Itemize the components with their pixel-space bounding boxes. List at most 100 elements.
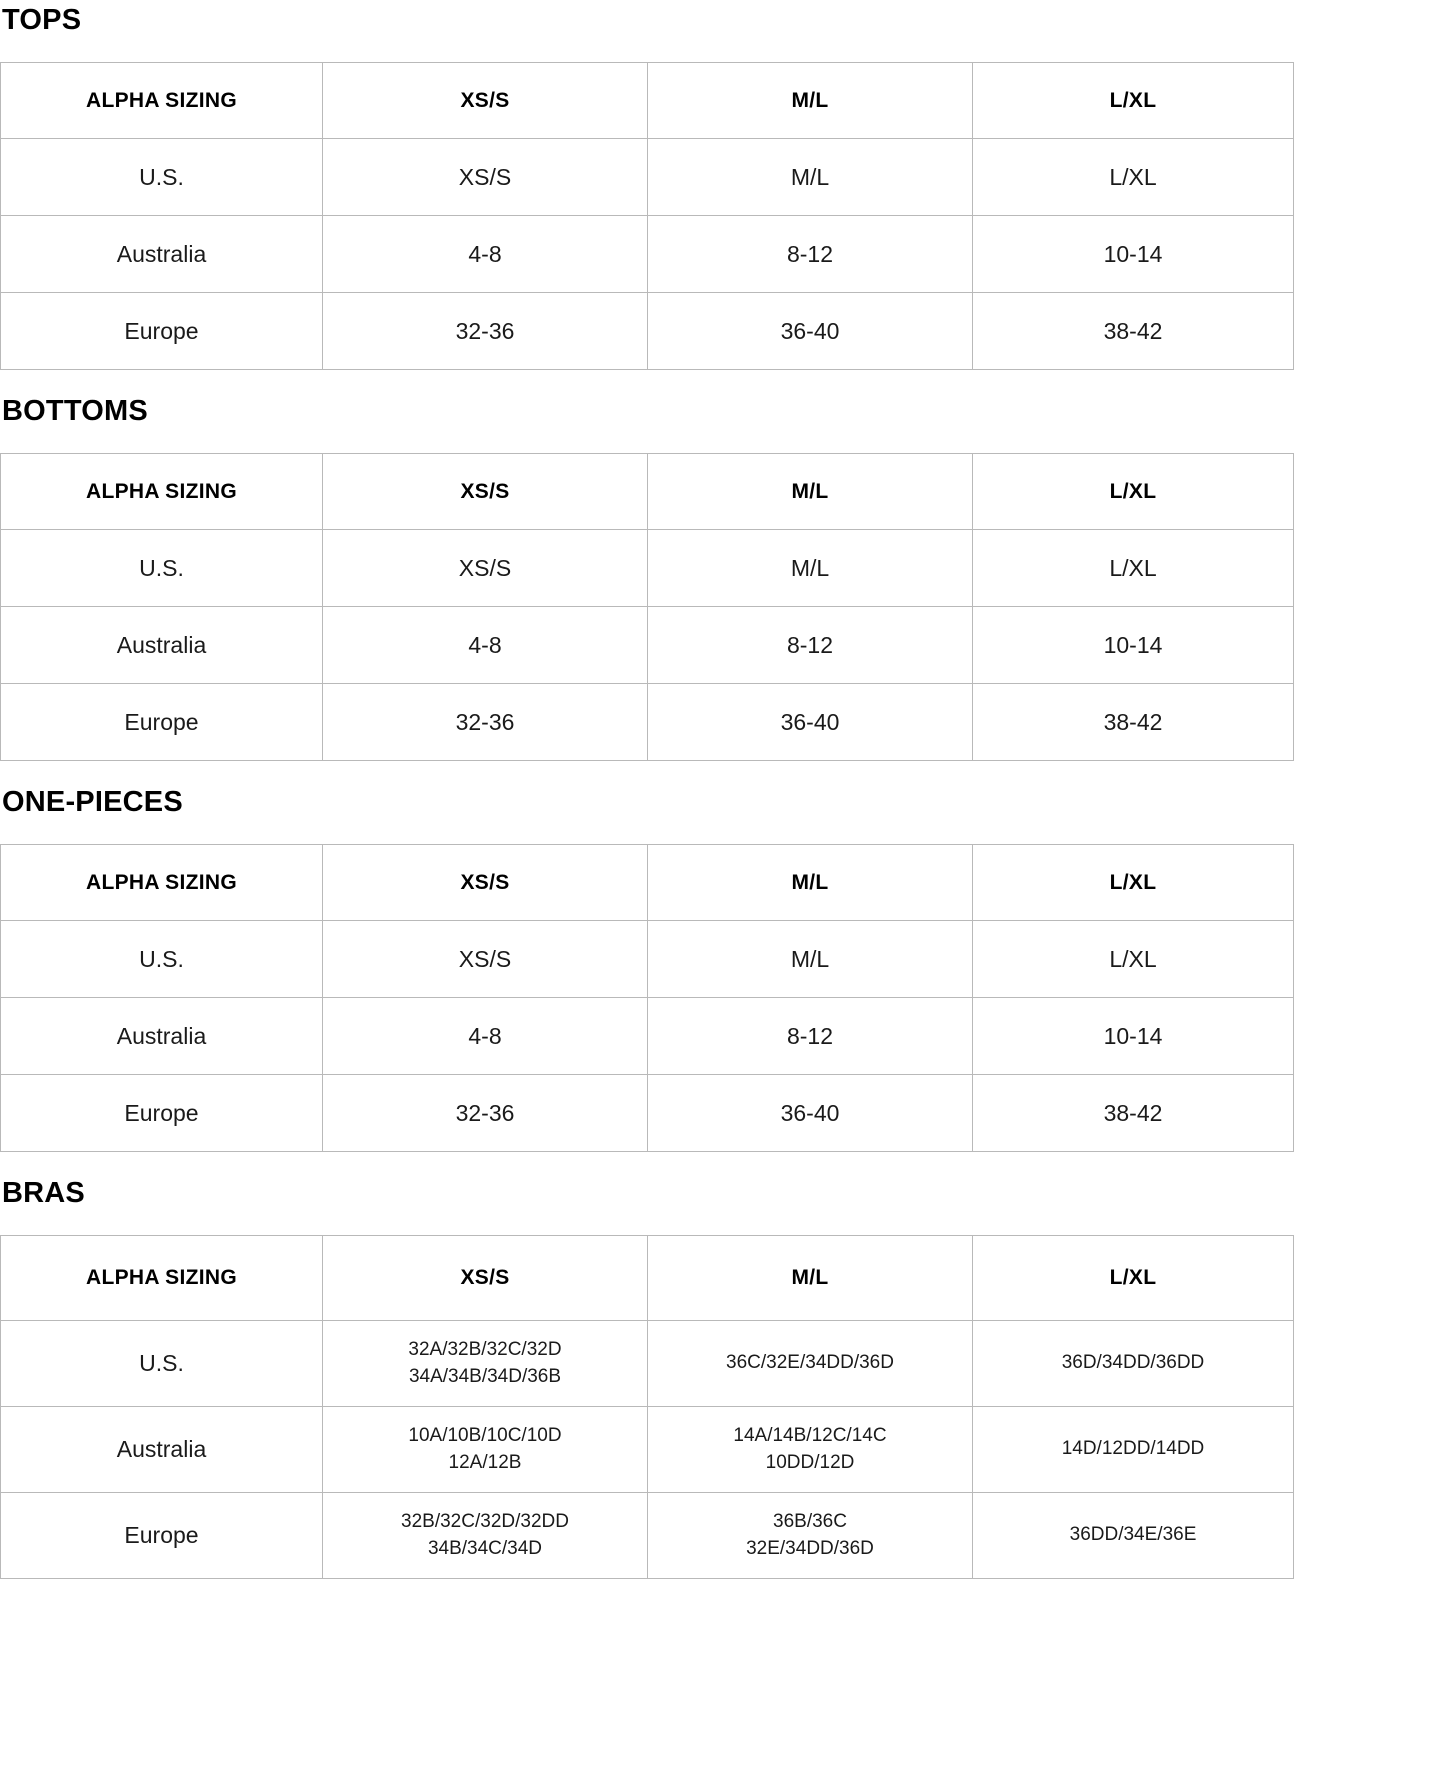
cell-value: 36D/34DD/36DD	[972, 1320, 1294, 1407]
cell-value: 38-42	[972, 1074, 1294, 1152]
cell-line: 10-14	[1103, 631, 1163, 658]
cell-line: 38-42	[1103, 1099, 1163, 1126]
row-label-2: Europe	[0, 1492, 323, 1579]
table-row: Australia 4-8 8-12 10-14	[0, 215, 1294, 293]
row-label-0: U.S.	[0, 1320, 323, 1407]
column-header-1: XS/S	[322, 453, 648, 530]
table-header-row: ALPHA SIZING XS/S M/L L/XL	[0, 453, 1294, 530]
cell-line: 36-40	[780, 1099, 840, 1126]
table-row: U.S. 32A/32B/32C/32D 34A/34B/34D/36B 36C/32…	[0, 1320, 1294, 1407]
section-title-bottoms: BOTTOMS	[2, 395, 148, 427]
cell-line: 36C/32E/34DD/36D	[726, 1352, 894, 1374]
cell-line: 14D/12DD/14DD	[1061, 1438, 1205, 1460]
cell-line: 14A/14B/12C/14C	[733, 1424, 887, 1446]
size-section-bottoms: BOTTOMS ALPHA SIZING XS/S M/L L/XL U.S. XS/S M/…	[0, 370, 1456, 761]
table-row: Europe 32B/32C/32D/32DD 34B/34C/34D 36B/36C…	[0, 1492, 1294, 1579]
size-section-bras: BRAS ALPHA SIZING XS/S M/L L/XL U.S. 32A/32B/3…	[0, 1152, 1456, 1579]
cell-value: 8-12	[647, 997, 973, 1075]
cell-value: 10-14	[972, 997, 1294, 1075]
cell-value: 36B/36C 32E/34DD/36D	[647, 1492, 973, 1579]
cell-line: 36D/34DD/36DD	[1061, 1352, 1205, 1374]
cell-line: 36-40	[780, 708, 840, 735]
cell-line: L/XL	[1109, 554, 1157, 581]
cell-line: 4-8	[468, 240, 502, 267]
section-title-bras: BRAS	[2, 1177, 85, 1209]
cell-value: XS/S	[322, 138, 648, 216]
column-header-2: M/L	[647, 453, 973, 530]
cell-value: 10-14	[972, 215, 1294, 293]
cell-line: 4-8	[468, 1022, 502, 1049]
row-label-2: Europe	[0, 683, 323, 761]
size-table-one-pieces: ALPHA SIZING XS/S M/L L/XL U.S. XS/S M/L L/XL Au…	[0, 844, 1294, 1152]
size-guide-sections: TOPS ALPHA SIZING XS/S M/L L/XL U.S. XS/S M/L L/…	[0, 6, 1456, 1579]
cell-value: 38-42	[972, 683, 1294, 761]
cell-line: 32E/34DD/36D	[746, 1537, 874, 1559]
cell-value: 8-12	[647, 215, 973, 293]
row-label-1: Australia	[0, 1406, 323, 1493]
cell-line: 8-12	[786, 1022, 834, 1049]
cell-line: 10-14	[1103, 240, 1163, 267]
cell-value: XS/S	[322, 529, 648, 607]
cell-line: M/L	[790, 554, 830, 581]
cell-value: 36DD/34E/36E	[972, 1492, 1294, 1579]
row-label-0: U.S.	[0, 529, 323, 607]
cell-line: 34A/34B/34D/36B	[408, 1365, 562, 1387]
row-label-1: Australia	[0, 606, 323, 684]
cell-value: 14A/14B/12C/14C 10DD/12D	[647, 1406, 973, 1493]
cell-line: 32-36	[455, 317, 515, 344]
cell-value: L/XL	[972, 920, 1294, 998]
column-header-1: XS/S	[322, 844, 648, 921]
cell-value: 32-36	[322, 292, 648, 370]
table-row: Australia 10A/10B/10C/10D 12A/12B 14A/14B/1…	[0, 1406, 1294, 1493]
column-header-3: L/XL	[972, 62, 1294, 139]
cell-line: 36B/36C	[773, 1510, 847, 1532]
cell-value: L/XL	[972, 529, 1294, 607]
cell-value: M/L	[647, 138, 973, 216]
column-header-2: M/L	[647, 844, 973, 921]
cell-value: 36-40	[647, 1074, 973, 1152]
cell-line: 4-8	[468, 631, 502, 658]
cell-line: 32A/32B/32C/32D	[408, 1338, 562, 1360]
section-title-one-pieces: ONE-PIECES	[2, 786, 183, 818]
cell-value: L/XL	[972, 138, 1294, 216]
column-header-2: M/L	[647, 62, 973, 139]
row-label-0: U.S.	[0, 138, 323, 216]
cell-line: 38-42	[1103, 317, 1163, 344]
row-label-2: Europe	[0, 1074, 323, 1152]
cell-line: 36-40	[780, 317, 840, 344]
column-header-0: ALPHA SIZING	[0, 62, 323, 139]
cell-line: M/L	[790, 945, 830, 972]
cell-line: 32B/32C/32D/32DD	[401, 1510, 569, 1532]
cell-line: 12A/12B	[448, 1451, 522, 1473]
column-header-0: ALPHA SIZING	[0, 453, 323, 530]
cell-line: 8-12	[786, 631, 834, 658]
cell-value: 32-36	[322, 683, 648, 761]
cell-value: 32A/32B/32C/32D 34A/34B/34D/36B	[322, 1320, 648, 1407]
cell-value: XS/S	[322, 920, 648, 998]
cell-value: M/L	[647, 529, 973, 607]
cell-line: 32-36	[455, 708, 515, 735]
cell-value: 10A/10B/10C/10D 12A/12B	[322, 1406, 648, 1493]
cell-line: L/XL	[1109, 945, 1157, 972]
cell-line: 34B/34C/34D	[427, 1537, 543, 1559]
cell-value: 8-12	[647, 606, 973, 684]
column-header-1: XS/S	[322, 62, 648, 139]
cell-value: 36-40	[647, 292, 973, 370]
table-row: Australia 4-8 8-12 10-14	[0, 997, 1294, 1075]
cell-line: XS/S	[458, 945, 512, 972]
table-row: Australia 4-8 8-12 10-14	[0, 606, 1294, 684]
cell-value: 36-40	[647, 683, 973, 761]
cell-line: 38-42	[1103, 708, 1163, 735]
row-label-1: Australia	[0, 997, 323, 1075]
cell-value: 4-8	[322, 606, 648, 684]
cell-line: 10DD/12D	[765, 1451, 855, 1473]
table-row: U.S. XS/S M/L L/XL	[0, 920, 1294, 998]
cell-value: 36C/32E/34DD/36D	[647, 1320, 973, 1407]
cell-value: 4-8	[322, 997, 648, 1075]
cell-value: 32-36	[322, 1074, 648, 1152]
size-table-bras: ALPHA SIZING XS/S M/L L/XL U.S. 32A/32B/32C/3…	[0, 1235, 1294, 1579]
table-row: Europe 32-36 36-40 38-42	[0, 1074, 1294, 1152]
table-row: Europe 32-36 36-40 38-42	[0, 683, 1294, 761]
table-header-row: ALPHA SIZING XS/S M/L L/XL	[0, 62, 1294, 139]
cell-value: 14D/12DD/14DD	[972, 1406, 1294, 1493]
